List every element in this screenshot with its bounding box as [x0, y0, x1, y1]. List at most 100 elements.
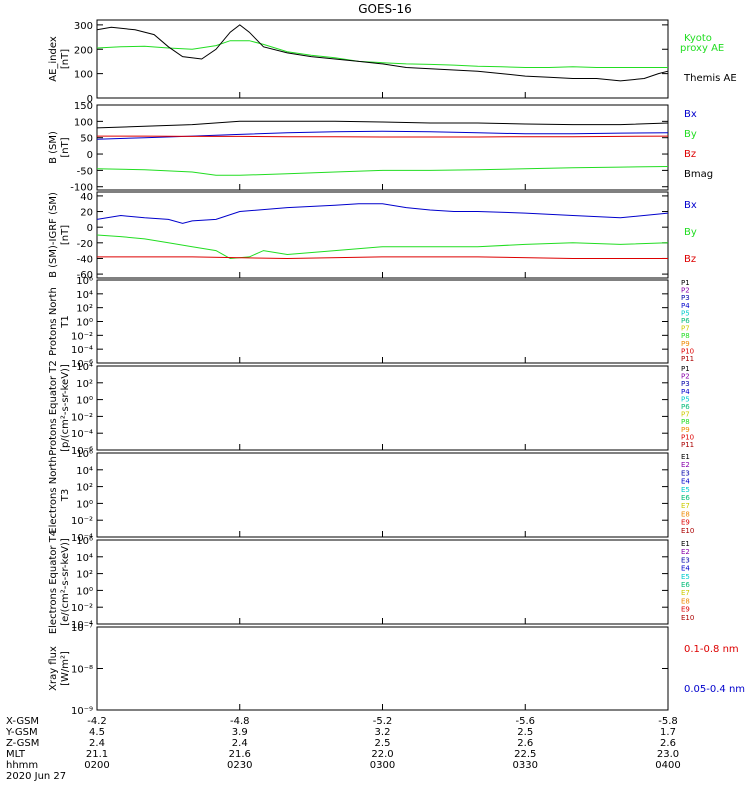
legend-entry: E1 — [681, 453, 690, 461]
x-row-label: Y-GSM — [5, 727, 38, 738]
y-axis-label: Protons North — [48, 287, 59, 356]
y-axis-label: B (SM) — [48, 131, 59, 164]
legend-entry: E2 — [681, 548, 690, 556]
legend-entry: P5 — [681, 309, 690, 317]
y-tick-label: 10⁴ — [76, 362, 93, 373]
x-row-label: Z-GSM — [6, 738, 39, 749]
legend-entry: Bmag — [684, 169, 713, 180]
y-tick-label: 100 — [74, 70, 93, 81]
legend-entry: E3 — [681, 556, 690, 564]
x-row-label: X-GSM — [6, 716, 39, 727]
series-line-themis-ae — [96, 24, 669, 82]
legend-entry: P3 — [681, 294, 690, 302]
legend-entry: E6 — [681, 581, 690, 589]
x-value-label: -4.8 — [230, 716, 250, 727]
x-value-label: -5.2 — [373, 716, 393, 727]
x-value-label: 2.6 — [517, 738, 533, 749]
y-tick-label: -50 — [77, 166, 93, 177]
x-value-label: -4.2 — [87, 716, 107, 727]
x-axis-date: 2020 Jun 27 — [6, 771, 66, 782]
x-value-label: 2.4 — [89, 738, 105, 749]
x-row-label: MLT — [6, 749, 26, 760]
y-tick-label: 150 — [74, 101, 93, 112]
series-line-bz — [97, 256, 668, 260]
x-value-label: 23.0 — [657, 749, 679, 760]
y-tick-label: 10⁶ — [76, 536, 93, 547]
y-tick-label: 10² — [76, 570, 93, 581]
panel-frame — [96, 104, 669, 191]
series-line-kyoto-proxy-ae — [96, 40, 668, 68]
legend-entry: Bx — [684, 200, 697, 211]
x-value-label: 22.0 — [371, 749, 393, 760]
y-tick-label: 10⁻⁴ — [71, 620, 93, 631]
legend-entry: By — [684, 129, 697, 140]
x-value-label: 2.5 — [517, 727, 533, 738]
legend-entry: P6 — [681, 317, 690, 325]
y-tick-label: -20 — [77, 239, 93, 250]
legend-entry: E1 — [681, 540, 690, 548]
legend-xray-long: 0.1-0.8 nm — [684, 644, 739, 655]
series-line-bz — [97, 135, 669, 138]
legend-entry: P8 — [681, 418, 690, 426]
y-axis-label: Protons Equator T2 — [48, 360, 59, 456]
legend-entry: E8 — [681, 510, 690, 518]
y-tick-label: 10⁰ — [76, 318, 93, 329]
legend-entry: Bz — [684, 149, 696, 160]
legend-entry: E4 — [681, 478, 690, 486]
y-tick-label: 10⁻² — [71, 516, 93, 527]
x-value-label: 22.5 — [514, 749, 536, 760]
legend-entry: Bx — [684, 109, 697, 120]
y-axis-label: T1 — [60, 315, 71, 328]
legend-entry: P5 — [681, 395, 690, 403]
y-axis-label: B (SM)-IGRF (SM) — [48, 192, 59, 278]
legend-entry: Bz — [684, 254, 696, 265]
legend-entry: E6 — [681, 494, 690, 502]
legend-xray-short: 0.05-0.4 nm — [684, 684, 745, 695]
y-tick-label: 10⁻⁸ — [71, 665, 93, 676]
x-value-label: 2.4 — [232, 738, 248, 749]
y-tick-label: 10⁻⁶ — [71, 359, 93, 370]
legend-entry: P4 — [681, 302, 690, 310]
y-tick-label: 10⁻² — [71, 603, 93, 614]
legend-entry: E4 — [681, 565, 690, 573]
x-value-label: 21.6 — [229, 749, 251, 760]
legend-entry: E10 — [681, 614, 694, 622]
y-axis-label: AE_index — [48, 36, 59, 82]
series-line-by — [96, 166, 669, 176]
x-value-label: -5.6 — [515, 716, 535, 727]
y-tick-label: 10⁴ — [76, 466, 93, 477]
y-tick-label: 10⁴ — [76, 553, 93, 564]
panel-frame — [96, 365, 669, 451]
legend-entry: E10 — [681, 527, 694, 535]
y-tick-label: 10² — [76, 483, 93, 494]
y-tick-label: 10⁶ — [76, 449, 93, 460]
x-value-label: 3.2 — [375, 727, 391, 738]
panel-frame — [96, 539, 669, 625]
y-tick-label: 50 — [80, 134, 93, 145]
legend-entry: E7 — [681, 502, 690, 510]
y-axis-label: Electrons Equator T4 — [48, 530, 59, 634]
x-value-label: 0400 — [655, 760, 680, 771]
y-tick-label: -40 — [77, 254, 93, 265]
legend-entry: P10 — [681, 347, 694, 355]
y-axis-label: Xray flux — [48, 646, 59, 691]
legend-entry: P9 — [681, 426, 690, 434]
x-value-label: 0230 — [227, 760, 252, 771]
y-tick-label: 10⁻⁴ — [71, 533, 93, 544]
y-tick-label: 10⁶ — [76, 276, 93, 287]
y-tick-label: 10⁻² — [71, 412, 93, 423]
x-value-label: 21.1 — [86, 749, 108, 760]
x-row-label: hhmm — [6, 760, 38, 771]
y-axis-unit: [p/(cm²-s-sr-keV)] — [60, 364, 71, 452]
x-value-label: -5.8 — [658, 716, 678, 727]
legend-entry: P10 — [681, 433, 694, 441]
legend-entry: E2 — [681, 461, 690, 469]
y-tick-label: 40 — [80, 192, 93, 203]
x-value-label: 0300 — [370, 760, 395, 771]
x-value-label: 2.6 — [660, 738, 676, 749]
legend-entry: E9 — [681, 519, 690, 527]
legend-entry: E3 — [681, 469, 690, 477]
x-value-label: 0330 — [513, 760, 538, 771]
